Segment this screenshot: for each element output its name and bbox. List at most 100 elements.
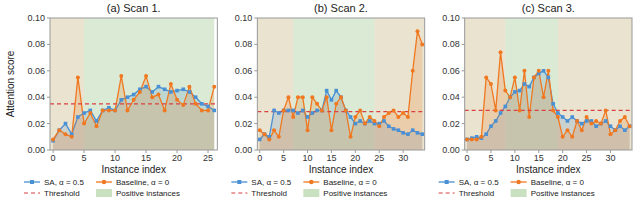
x-tick-label: 20 bbox=[558, 153, 568, 163]
marker bbox=[175, 98, 179, 102]
marker bbox=[349, 115, 353, 119]
marker bbox=[556, 115, 560, 119]
marker bbox=[358, 108, 362, 112]
marker bbox=[212, 109, 216, 113]
legend-label: SA, α = 0.5 bbox=[251, 178, 292, 187]
legend-item: Baseline, α = 0 bbox=[303, 178, 377, 187]
x-tick-label: 15 bbox=[141, 153, 151, 163]
marker bbox=[51, 137, 55, 141]
plot-area bbox=[465, 18, 632, 150]
marker bbox=[613, 128, 617, 132]
legend-marker bbox=[237, 180, 241, 184]
marker bbox=[330, 98, 334, 102]
marker bbox=[354, 122, 358, 126]
y-tick-label: 0.00 bbox=[442, 145, 460, 155]
marker bbox=[325, 95, 329, 99]
legend-item: Threshold bbox=[24, 189, 80, 198]
marker bbox=[594, 119, 598, 123]
marker bbox=[70, 135, 74, 139]
marker bbox=[609, 124, 613, 128]
marker bbox=[411, 69, 415, 73]
marker bbox=[163, 108, 167, 112]
series-line bbox=[53, 76, 214, 139]
marker bbox=[628, 124, 632, 128]
marker bbox=[339, 95, 343, 99]
marker bbox=[420, 132, 424, 136]
marker bbox=[311, 111, 315, 115]
marker bbox=[258, 138, 262, 142]
marker bbox=[542, 95, 546, 99]
legend-label: Baseline, α = 0 bbox=[323, 178, 377, 187]
legend-label: Baseline, α = 0 bbox=[116, 178, 170, 187]
marker bbox=[310, 95, 314, 99]
legend-label: Threshold bbox=[459, 189, 495, 198]
marker bbox=[138, 90, 142, 94]
marker bbox=[334, 89, 338, 93]
legend-label: Threshold bbox=[251, 189, 287, 198]
y-tick bbox=[47, 97, 50, 98]
marker bbox=[508, 95, 512, 99]
marker bbox=[518, 89, 522, 93]
y-tick-label: 0.02 bbox=[27, 119, 45, 129]
marker bbox=[387, 124, 391, 128]
marker bbox=[132, 93, 136, 97]
marker bbox=[494, 108, 498, 112]
x-tick-label: 25 bbox=[203, 153, 213, 163]
plot-frame bbox=[50, 18, 217, 150]
x-tick-label: 0 bbox=[465, 153, 470, 163]
marker bbox=[306, 115, 310, 119]
marker bbox=[113, 108, 117, 112]
marker bbox=[537, 69, 541, 73]
legend-item: Threshold bbox=[231, 189, 287, 198]
legend-item: Positive instances bbox=[511, 189, 595, 198]
x-tick-label: 20 bbox=[350, 153, 360, 163]
marker bbox=[57, 128, 61, 132]
legend-label: Baseline, α = 0 bbox=[531, 178, 585, 187]
marker bbox=[76, 75, 80, 79]
marker bbox=[144, 85, 148, 89]
marker bbox=[575, 119, 579, 123]
marker bbox=[200, 102, 204, 106]
marker bbox=[518, 108, 522, 112]
legend-swatch bbox=[96, 189, 112, 197]
marker bbox=[613, 128, 617, 132]
y-axis-label: Attention score bbox=[5, 50, 16, 117]
marker bbox=[489, 82, 493, 86]
y-tick bbox=[462, 150, 465, 151]
series-line bbox=[260, 31, 423, 139]
x-tick-label: 10 bbox=[110, 153, 120, 163]
marker bbox=[416, 131, 420, 135]
marker bbox=[508, 95, 512, 99]
y-tick bbox=[47, 150, 50, 151]
marker bbox=[339, 95, 343, 99]
marker bbox=[277, 135, 281, 139]
legend-label: SA, α = 0.5 bbox=[44, 178, 85, 187]
marker bbox=[363, 122, 367, 126]
marker bbox=[287, 109, 291, 113]
marker bbox=[479, 135, 483, 139]
legend-item: SA, α = 0.5 bbox=[24, 178, 85, 187]
marker bbox=[334, 102, 338, 106]
marker bbox=[377, 124, 381, 128]
marker bbox=[306, 128, 310, 132]
x-axis-label: Instance index bbox=[516, 164, 581, 175]
marker bbox=[397, 128, 401, 132]
marker bbox=[368, 119, 372, 123]
marker bbox=[353, 115, 357, 119]
marker bbox=[556, 111, 560, 115]
marker bbox=[82, 111, 86, 115]
plot-frame bbox=[257, 18, 424, 150]
marker bbox=[349, 135, 353, 139]
x-axis-label: Instance index bbox=[309, 164, 374, 175]
marker bbox=[503, 89, 507, 93]
marker bbox=[604, 108, 608, 112]
marker bbox=[465, 137, 469, 141]
series-line bbox=[467, 52, 630, 139]
marker bbox=[301, 109, 305, 113]
marker bbox=[401, 131, 405, 135]
marker bbox=[551, 108, 555, 112]
marker bbox=[315, 102, 319, 106]
y-tick-label: 0.08 bbox=[27, 39, 45, 49]
marker bbox=[144, 74, 148, 78]
marker bbox=[618, 124, 622, 128]
